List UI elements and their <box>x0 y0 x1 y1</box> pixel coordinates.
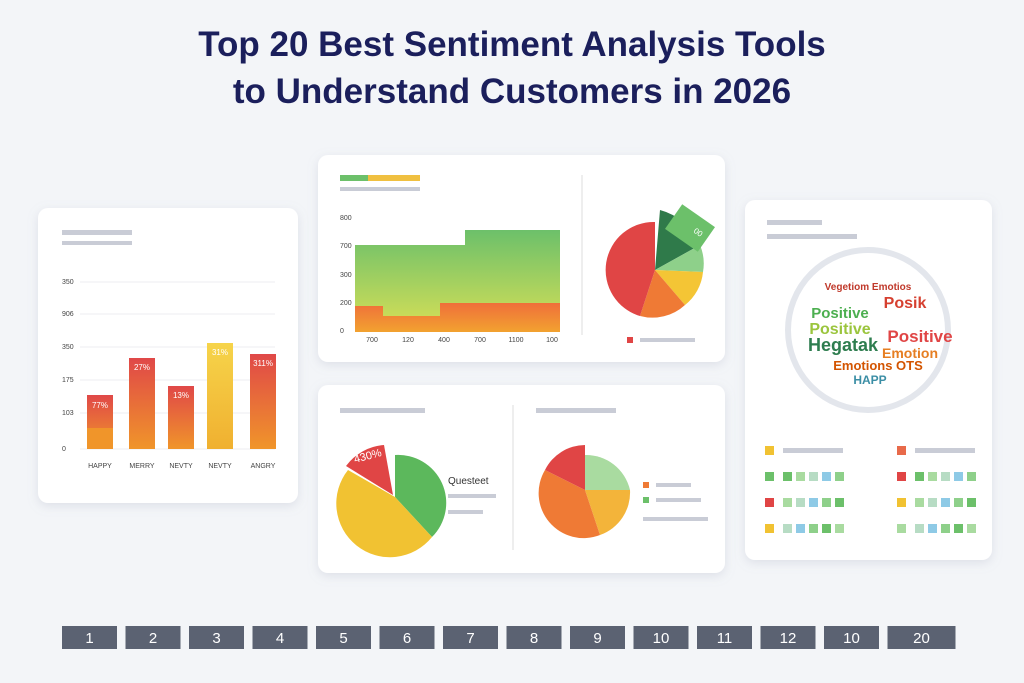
page-button[interactable] <box>633 626 689 649</box>
word: Emotion <box>882 345 938 361</box>
legend-swatch <box>897 472 906 481</box>
x-tick-label: HAPPY <box>88 463 112 470</box>
x-tick-label: 1100 <box>508 337 523 344</box>
page-number[interactable]: 9 <box>593 630 601 647</box>
page-button[interactable] <box>760 626 816 649</box>
page-number[interactable]: 1 <box>85 630 93 647</box>
y-tick-label: 700 <box>340 243 352 250</box>
x-tick-label: 100 <box>546 337 558 344</box>
x-tick-label: 700 <box>474 337 486 344</box>
page-number[interactable]: 6 <box>403 630 411 647</box>
page-button[interactable] <box>887 626 956 649</box>
y-tick-label: 175 <box>62 377 74 384</box>
caption: Questeet <box>448 476 489 487</box>
page-button[interactable] <box>824 626 879 649</box>
title: Top 20 Best Sentiment Analysis Tools <box>198 25 826 64</box>
page-button[interactable] <box>379 626 435 649</box>
page-number[interactable]: 5 <box>339 630 347 647</box>
page-number[interactable]: 4 <box>276 630 284 647</box>
page-button[interactable] <box>316 626 371 649</box>
page-number[interactable]: 11 <box>717 630 733 647</box>
page-button[interactable] <box>443 626 498 649</box>
y-tick-label: 200 <box>340 300 352 307</box>
page-number[interactable]: 7 <box>466 630 474 647</box>
page-button[interactable] <box>697 626 752 649</box>
value-label: 77% <box>92 401 108 410</box>
pie-card: 430% Questeet <box>318 385 725 573</box>
value-label: 311% <box>253 359 273 368</box>
value-label: 31% <box>212 348 228 357</box>
legend-swatch <box>765 446 774 455</box>
page-number[interactable]: 3 <box>212 630 220 647</box>
title: to Understand Customers in 2026 <box>233 72 791 111</box>
word: Hegatak <box>808 335 879 355</box>
page-number[interactable]: 2 <box>149 630 157 647</box>
legend-swatch <box>897 446 906 455</box>
x-tick-label: 400 <box>438 337 450 344</box>
legend-swatch <box>897 498 906 507</box>
page-number[interactable]: 10 <box>843 630 860 647</box>
value-label: 13% <box>173 391 189 400</box>
page-button[interactable] <box>189 626 244 649</box>
value-label: 27% <box>134 363 150 372</box>
x-tick-label: MERRY <box>129 463 154 470</box>
legend-swatch <box>765 524 774 533</box>
bar-card: 350 906 350 175 103 0 HAPPY 77% MERRY 27% NEVTY 13… <box>38 208 298 503</box>
y-tick-label: 0 <box>340 328 344 335</box>
y-tick-label: 350 <box>62 344 74 351</box>
legend-swatch <box>765 472 774 481</box>
page-number[interactable]: 12 <box>780 630 797 647</box>
page-number[interactable]: 8 <box>530 630 538 647</box>
page-button[interactable] <box>570 626 625 649</box>
page-button[interactable] <box>125 626 181 649</box>
x-tick-label: NEVTY <box>208 463 232 470</box>
y-tick-label: 0 <box>62 446 66 453</box>
y-tick-label: 906 <box>62 311 74 318</box>
y-tick-label: 350 <box>62 279 74 286</box>
page-button[interactable] <box>506 626 562 649</box>
page-button[interactable] <box>252 626 308 649</box>
legend-swatch <box>765 498 774 507</box>
word: Vegetiom Emotios <box>825 282 912 293</box>
word: Posik <box>884 295 927 312</box>
x-tick-label: 120 <box>402 337 414 344</box>
y-tick-label: 300 <box>340 272 352 279</box>
word: Positive <box>809 321 870 338</box>
page-number[interactable]: 10 <box>653 630 670 647</box>
x-tick-label: 700 <box>366 337 378 344</box>
x-tick-label: ANGRY <box>251 463 276 470</box>
word: Positive <box>887 327 952 346</box>
page-number[interactable]: 20 <box>913 630 930 647</box>
page-button[interactable] <box>62 626 117 649</box>
word: HAPP <box>853 373 886 387</box>
x-tick-label: NEVTY <box>169 463 193 470</box>
y-tick-label: 103 <box>62 410 74 417</box>
word: Positive <box>811 305 869 322</box>
legend-swatch <box>897 524 906 533</box>
y-tick-label: 800 <box>340 215 352 222</box>
word: Emotions OTS <box>833 358 923 373</box>
